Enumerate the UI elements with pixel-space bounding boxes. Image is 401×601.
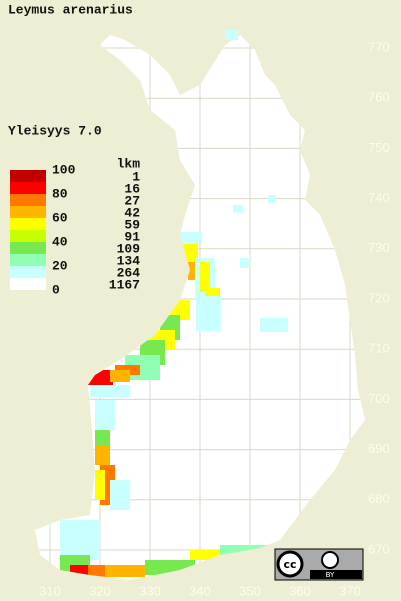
species-title: Leymus arenarius [8, 2, 133, 17]
count-label: 59 [124, 217, 140, 232]
legend-swatch [10, 266, 46, 278]
count-label: 109 [117, 241, 141, 256]
northing-label: 680 [368, 491, 390, 506]
count-label: 16 [124, 181, 140, 196]
cell [110, 370, 130, 382]
easting-label: 320 [89, 583, 111, 598]
cell [95, 445, 110, 465]
scale-label: 60 [52, 210, 68, 225]
cell [233, 205, 243, 213]
count-label: 27 [124, 193, 140, 208]
count-label: 134 [117, 253, 141, 268]
cc-text: cc [283, 558, 296, 571]
northing-label: 700 [368, 391, 390, 406]
legend-swatch [10, 242, 46, 254]
easting-label: 350 [239, 583, 261, 598]
easting-label: 340 [189, 583, 211, 598]
easting-label: 310 [39, 583, 61, 598]
count-label: 91 [124, 229, 140, 244]
northing-label: 750 [368, 140, 390, 155]
cell [240, 258, 250, 268]
legend-swatch [10, 182, 46, 194]
legend-swatch [10, 230, 46, 242]
cell [95, 400, 115, 430]
count-label: 264 [117, 265, 141, 280]
license-badge: cc BY [274, 548, 364, 581]
northing-label: 740 [368, 190, 390, 205]
cell [268, 195, 276, 203]
scale-label: 80 [52, 186, 68, 201]
grid-labels: 770 760 750 740 730 720 710 700 690 680 670 310 320 3… [39, 39, 390, 598]
by-logo [321, 551, 339, 569]
cell [260, 318, 288, 332]
northing-label: 760 [368, 90, 390, 105]
legend-swatch [10, 206, 46, 218]
legend-swatch [10, 170, 46, 182]
cell [196, 296, 221, 331]
cell [200, 262, 210, 292]
cc-logo [276, 550, 304, 578]
northing-label: 670 [368, 541, 390, 556]
scale-label: 20 [52, 258, 68, 273]
frequency-label: Yleisyys 7.0 [8, 123, 102, 138]
legend-swatch [10, 278, 46, 290]
by-text: BY [326, 571, 335, 579]
count-label: 42 [124, 205, 140, 220]
legend-swatch [10, 218, 46, 230]
easting-label: 360 [289, 583, 311, 598]
cell [105, 565, 145, 577]
cell [90, 385, 130, 397]
legend-swatch [10, 254, 46, 266]
badge-strip [310, 570, 362, 579]
cell [88, 565, 108, 577]
northing-label: 710 [368, 341, 390, 356]
cell [226, 30, 238, 40]
count-label: 1167 [109, 277, 140, 292]
easting-label: 330 [139, 583, 161, 598]
northing-label: 770 [368, 39, 390, 54]
scale-label: 0 [52, 282, 60, 297]
northing-label: 690 [368, 441, 390, 456]
scale-label: 40 [52, 234, 68, 249]
northing-label: 730 [368, 240, 390, 255]
cell [60, 520, 100, 560]
count-label: 1 [132, 169, 140, 184]
scale-label: 100 [52, 162, 76, 177]
cell [190, 550, 240, 560]
cell [180, 232, 202, 244]
easting-label: 370 [339, 583, 361, 598]
legend-swatch [10, 194, 46, 206]
northing-label: 720 [368, 290, 390, 305]
cell [110, 480, 130, 510]
cell [95, 470, 105, 500]
count-header: lkm [117, 156, 141, 171]
